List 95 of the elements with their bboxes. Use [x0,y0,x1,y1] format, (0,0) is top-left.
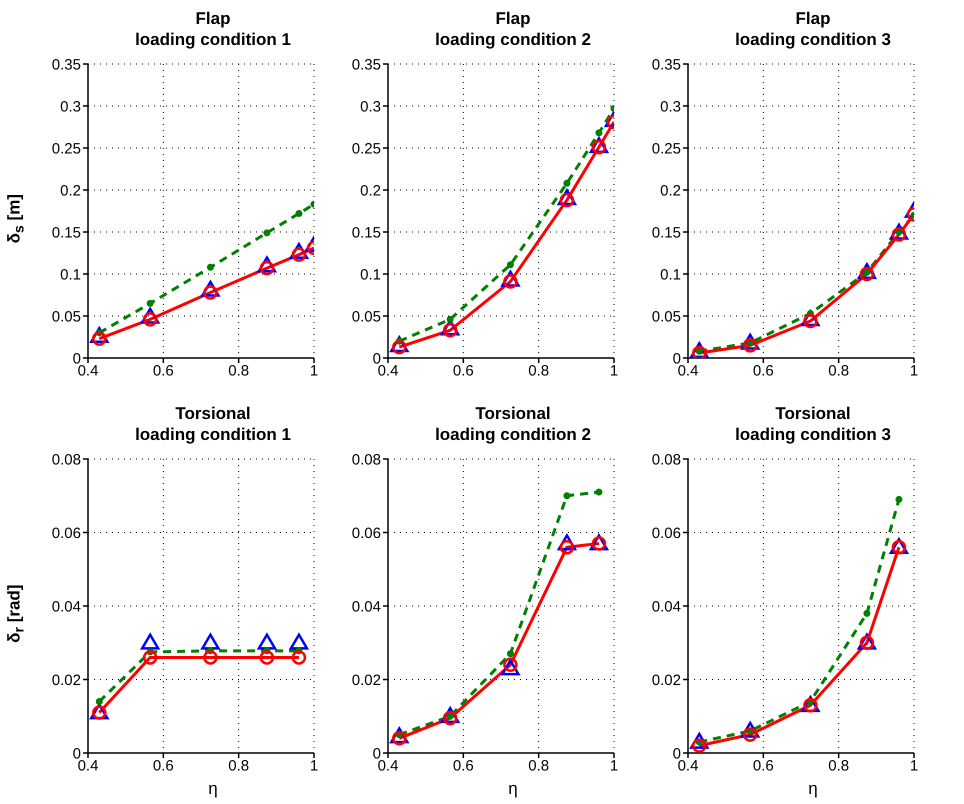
x-tick-label: 1 [310,362,318,380]
x-tick-label: 0.6 [752,758,774,775]
x-tick-label: 0.6 [752,362,774,380]
point [506,650,514,658]
chart-title: Torsional [774,403,852,424]
x-tick-label: 0.8 [228,362,250,380]
y-tick-label: 0.08 [352,451,381,468]
chart-title: Torsional [474,403,552,424]
x-axis-title: η [207,779,219,799]
point [446,316,454,323]
y-tick-label: 0.3 [360,98,381,116]
y-tick-label: 0.1 [60,266,81,284]
y-tick-label: 0.02 [352,672,381,689]
y-tick-label: 0.02 [52,672,81,689]
x-tick-label: 0.8 [828,758,850,775]
point [863,610,870,617]
chart-subtitle: loading condition 3 [734,29,892,50]
x-tick-label: 0.8 [228,758,250,775]
x-tick-label: 1 [610,362,618,380]
y-tick-label: 0.3 [660,98,681,116]
point [146,300,154,307]
x-axis-title: η [507,779,519,799]
y-tick-label: 0.15 [652,224,681,242]
x-tick-label: 0.4 [78,758,98,775]
chart-title: Torsional [174,403,252,424]
y-tick-label: 0.35 [652,56,681,74]
x-tick-label: 0.6 [152,758,174,775]
point [203,650,218,665]
point [263,229,270,236]
x-tick-label: 0.6 [452,362,474,380]
x-tick-label: 0.4 [678,758,698,775]
x-tick-label: 0.8 [828,362,850,380]
y-tick-label: 0.06 [652,524,681,542]
chart-title: Flap [494,8,532,29]
point [595,488,602,496]
point [290,634,308,650]
chart-subtitle: loading condition 1 [134,424,292,445]
chart-subtitle: loading condition 3 [734,424,892,445]
y-tick-label: 0.04 [352,598,381,616]
y-tick-label: 0.25 [352,140,381,158]
y-tick-label: 0.1 [660,266,681,284]
x-tick-label: 0.6 [152,362,174,380]
point [140,634,160,650]
chart-subtitle: loading condition 2 [434,29,592,50]
point [595,129,602,136]
y-tick-label: 0.05 [52,308,81,326]
point [563,492,570,500]
point [201,634,220,650]
point [563,180,570,187]
point [206,264,214,271]
y-tick-label: 0.08 [52,451,81,468]
chart-subtitle: loading condition 2 [434,424,592,445]
x-tick-label: 0.4 [678,362,698,380]
x-tick-label: 0.4 [78,362,98,380]
y-tick-label: 0.35 [52,56,81,74]
y-tick-label: 0.06 [352,524,381,542]
y-tick-label: 0.3 [60,98,81,116]
y-tick-label: 0.05 [652,308,681,326]
chart-subtitle: loading condition 1 [134,29,292,50]
point [292,650,306,665]
x-tick-label: 0.4 [378,758,398,775]
point [96,698,103,706]
y-tick-label: 0.15 [352,224,381,242]
point [142,650,158,665]
point [895,496,902,503]
x-tick-label: 1 [610,758,618,775]
y-tick-label: 0.35 [352,56,381,74]
point [260,650,274,665]
point [442,323,458,338]
y-tick-label: 0.02 [652,672,681,689]
y-tick-label: 0.15 [52,224,81,242]
chart-title: Flap [194,8,232,29]
point [258,634,276,650]
y-tick-label: 0.25 [652,140,681,158]
y-tick-label: 0.05 [352,308,381,326]
y-tick-label: 0.1 [360,266,381,284]
y-tick-label: 0.2 [660,182,681,200]
y-tick-label: 0.06 [52,524,81,542]
point [295,210,302,218]
x-tick-label: 0.8 [528,758,550,775]
x-tick-label: 0.6 [452,758,474,775]
y-tick-label: 0.25 [52,140,81,158]
x-tick-label: 0.8 [528,362,550,380]
chart-title: Flap [794,8,832,29]
y-tick-label: 0.04 [52,598,81,616]
point [506,261,514,268]
y-tick-label: 0.08 [652,451,681,468]
x-tick-label: 0.4 [378,362,398,380]
y-tick-label: 0.2 [60,182,81,200]
x-tick-label: 1 [310,758,318,775]
x-tick-label: 1 [910,362,918,380]
x-tick-label: 1 [910,758,918,775]
x-axis-title: η [807,779,819,799]
y-tick-label: 0.2 [360,182,381,200]
y-tick-label: 0.04 [652,598,681,616]
